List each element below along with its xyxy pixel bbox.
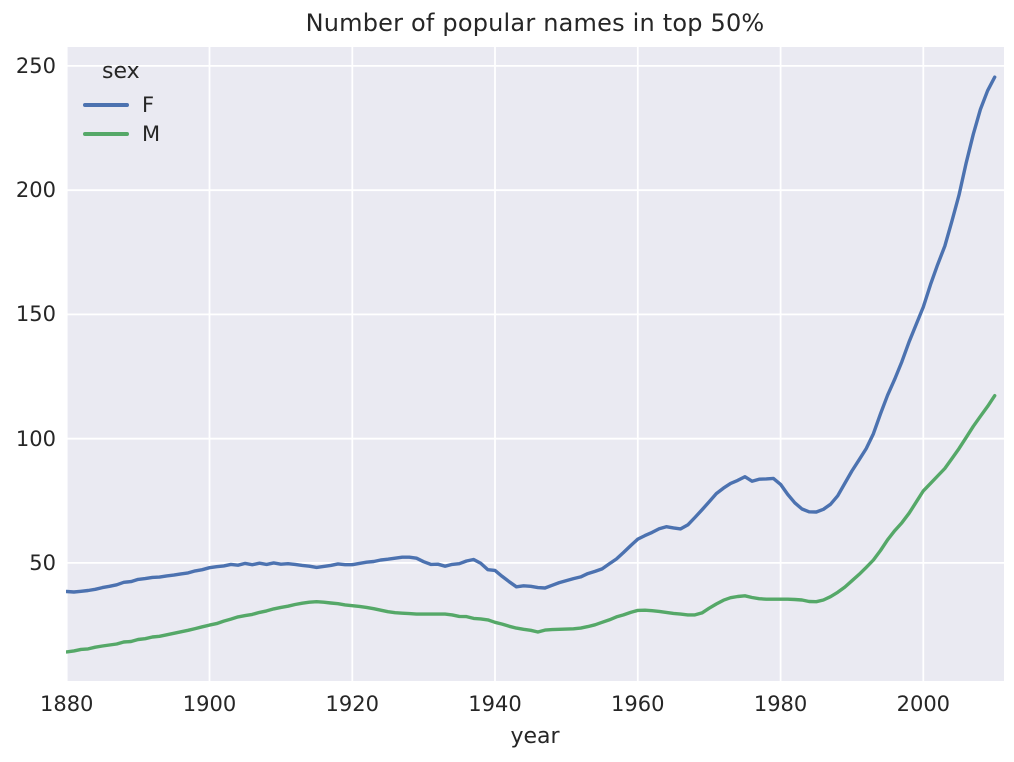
y-tick-label: 200 (15, 178, 56, 203)
x-tick-label: 1980 (753, 692, 808, 716)
x-tick-label: 1960 (611, 692, 665, 716)
plot-area (66, 47, 1004, 681)
y-tick-label: 50 (29, 550, 56, 575)
x-tick-label: 1880 (39, 692, 94, 716)
series-line-m (66, 394, 997, 654)
legend-title: sex (102, 59, 140, 84)
x-tick-label: 2000 (896, 692, 951, 716)
x-axis-label: year (510, 724, 560, 749)
legend: sex F M (83, 59, 160, 148)
x-tick-label: 1920 (325, 692, 379, 716)
chart-title: Number of popular names in top 50% (305, 9, 765, 37)
legend-label-f: F (142, 92, 155, 117)
y-tick-label: 250 (15, 53, 56, 78)
legend-entry-m: M (83, 119, 160, 148)
x-tick-label: 1940 (468, 692, 522, 716)
series-line-f (66, 75, 997, 594)
y-tick-label: 100 (15, 426, 56, 451)
x-tick-label: 1900 (182, 692, 237, 716)
legend-swatch-m-line (83, 131, 129, 136)
chart-canvas (66, 47, 1004, 681)
legend-label-m: M (142, 121, 161, 146)
y-tick-label: 150 (15, 302, 56, 327)
legend-swatch-f-line (83, 102, 129, 107)
legend-entry-f: F (83, 90, 160, 119)
